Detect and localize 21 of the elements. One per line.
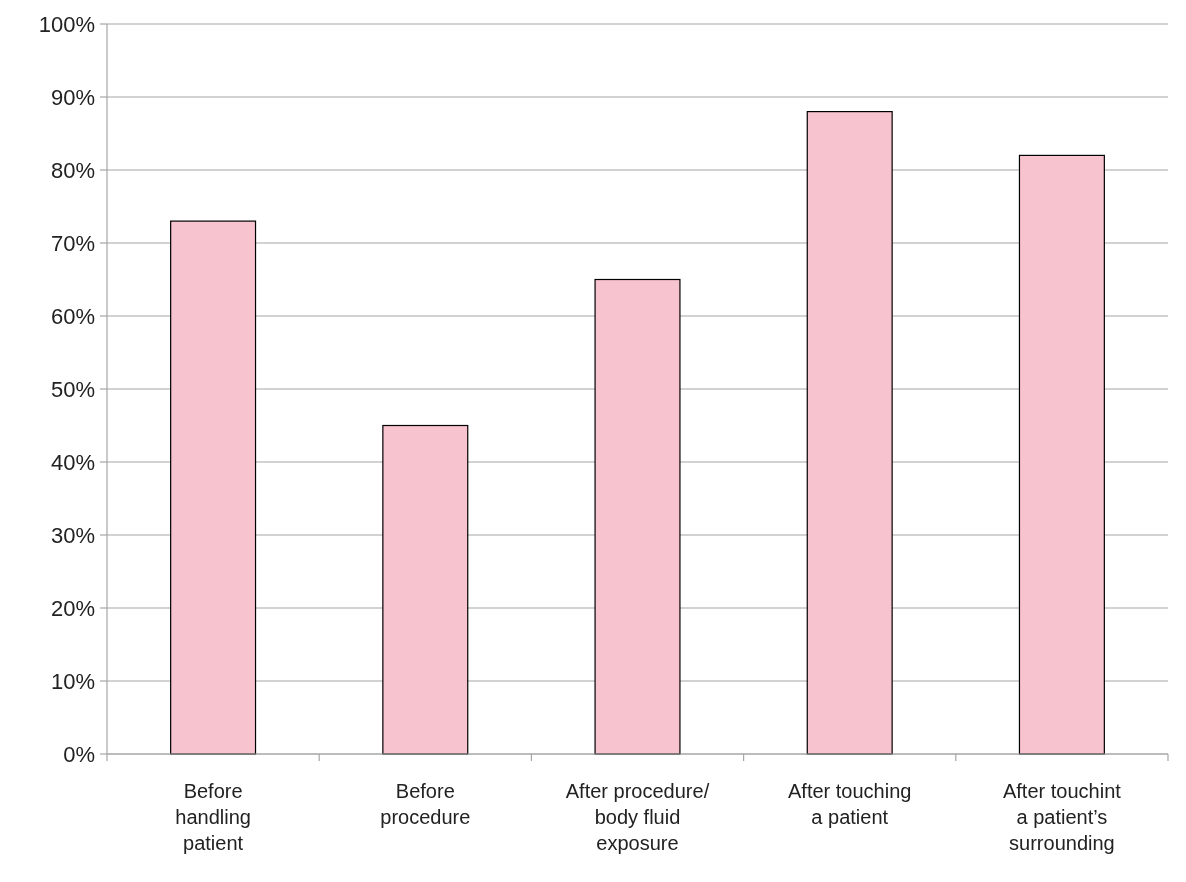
x-tick-label: After procedure/ body fluid exposure [565, 780, 710, 854]
y-tick-label: 30% [50, 522, 95, 548]
y-tick-label: 60% [50, 303, 95, 329]
x-tick-label: After touchint a patient’s surrounding [1002, 780, 1122, 854]
bar [594, 278, 681, 755]
y-tick-label: 40% [50, 449, 95, 475]
y-tick-label: 100% [38, 11, 95, 37]
y-tick-label: 90% [50, 84, 95, 110]
y-tick-label: 0% [63, 741, 95, 767]
bar [1018, 154, 1105, 755]
x-tick-label: Before handling patient [175, 780, 251, 854]
bar [806, 111, 893, 755]
y-tick-label: 70% [50, 230, 95, 256]
x-tick-label: Before procedure [380, 780, 471, 828]
y-tick-label: 50% [50, 376, 95, 402]
y-tick-label: 20% [50, 595, 95, 621]
y-tick-label: 10% [50, 668, 95, 694]
x-tick-label: After touching a patient [787, 780, 912, 828]
bar [382, 424, 469, 755]
bar [170, 220, 257, 755]
y-tick-label: 80% [50, 157, 95, 183]
